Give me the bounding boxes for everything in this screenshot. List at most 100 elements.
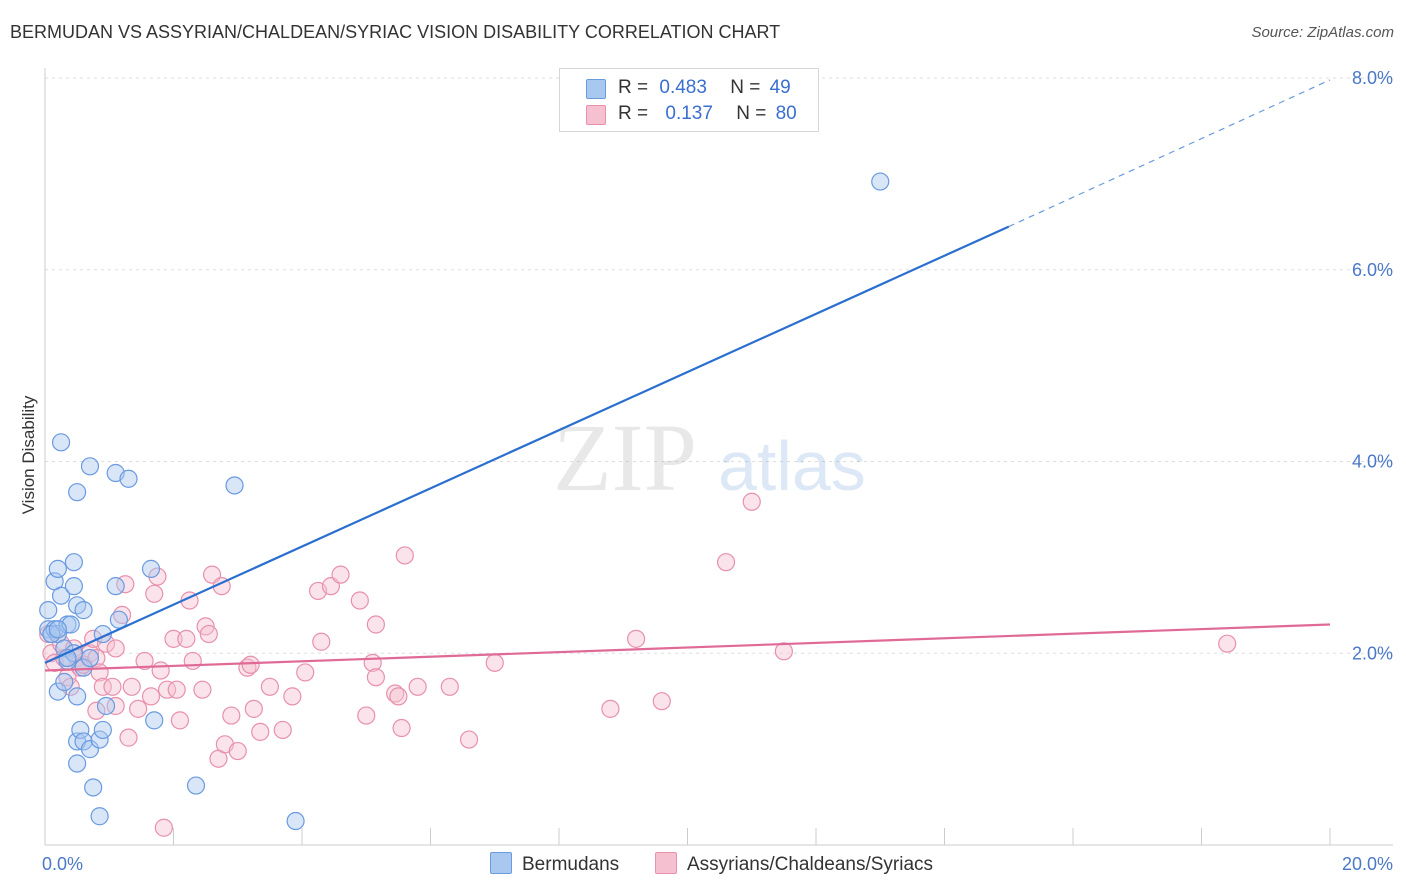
bermudan-point [84,778,103,797]
x-tick-label: 20.0% [1342,854,1393,874]
bottom-legend-bermudans: Bermudans [490,852,619,876]
bermudan-point [96,696,116,716]
bermudan-point [55,672,74,692]
bermudan-point [93,720,112,740]
assyrian-point [440,677,459,696]
assyrian-point [241,655,260,674]
assyrian-point [459,730,479,749]
bermudan-point [286,811,305,831]
bermudan-point [68,754,87,773]
assyrian-point [183,651,202,671]
legend-r-value: 0.483 [659,77,707,98]
bermudan-point [68,687,87,706]
bermudan-point [74,658,93,677]
assyrian-point [119,728,138,747]
bermudan-point [71,720,90,740]
assyrian-point [366,668,385,687]
assyrian-point [122,677,141,696]
watermark-atlas: atlas [718,427,866,505]
assyrian-point [193,680,212,699]
y-tick-label: 2.0% [1352,643,1393,663]
assyrian-point [93,677,112,696]
assyrian-point [389,687,408,706]
legend-n-label: N = [736,103,767,124]
bermudan-point [64,553,84,572]
y-tick-label: 6.0% [1352,260,1393,280]
assyrian-point [395,546,414,565]
assyrian-point [774,642,793,661]
assyrian-point [129,699,148,718]
bermudan-point [141,559,161,578]
assyrian-point [222,706,241,725]
bermudan-point [51,586,71,605]
chart-title: BERMUDAN VS ASSYRIAN/CHALDEAN/SYRIAC VIS… [10,22,781,42]
bermudan-point [90,730,109,749]
y-axis-title: Vision Disability [19,395,38,514]
bermudan-point [871,172,890,191]
assyrian-point [652,692,671,711]
assyrian-point [260,677,279,696]
assyrian-point [273,720,292,740]
assyrian-point [228,741,247,761]
source-credit: Source: ZipAtlas.com [1251,24,1394,41]
legend-n-value: 80 [775,103,797,124]
assyrian-point [199,624,218,644]
assyrian-points [39,492,1237,837]
legend: R = 0.483 N = 49 R = 0.137 N = 80 [559,68,819,132]
assyrian-point [106,696,125,716]
assyrian-point [392,718,411,738]
bermudan-point [106,577,125,596]
legend-r-label: R = [618,77,649,98]
y-tick-label: 8.0% [1352,68,1393,88]
assyrian-point [87,648,106,668]
bermudan-point [80,740,100,759]
legend-swatch-pink [586,105,606,125]
assyrian-point [312,632,331,651]
bermudan-point [68,483,87,502]
bermudan-point [225,476,244,495]
assyrian-point [87,701,106,720]
assyrian-point [244,699,263,718]
assyrian-point [145,584,164,603]
bermudan-point [48,620,67,639]
assyrian-point [151,661,170,680]
trend-lines [44,79,1331,672]
bermudan-point [74,601,93,620]
assyrian-point [350,591,369,610]
assyrian-point [1218,634,1237,653]
x-tick-label: 0.0% [42,854,83,874]
bermudan-point [80,457,100,476]
axes [44,68,1393,846]
assyrian-point [626,629,646,648]
watermark: ZIP atlas [553,404,866,511]
bottom-legend-swatch-pink [655,852,677,874]
bermudan-trend-extension [1008,79,1331,228]
assyrian-point [103,677,122,696]
legend-n-label: N = [730,77,761,98]
assyrian-point [141,687,161,706]
y-tick-labels: 2.0% 4.0% 6.0% 8.0% [1352,68,1393,663]
x-tick-labels: 0.0% 20.0% [42,854,1393,874]
assyrian-point [112,605,132,625]
assyrian-point [408,677,427,696]
bottom-legend-label: Bermudans [522,854,620,875]
assyrian-point [170,711,190,730]
assyrian-point [135,651,154,671]
assyrian-point [251,722,270,741]
bermudan-point [48,559,67,578]
bermudan-point [145,711,164,730]
assyrian-point [331,565,350,584]
bottom-legend-swatch-blue [490,852,512,874]
assyrian-point [386,684,405,703]
assyrian-point [283,687,302,706]
legend-r-label: R = [618,103,649,124]
assyrian-point [742,492,761,511]
bottom-legend-assyrians: Assyrians/Chaldeans/Syriacs [655,852,933,876]
assyrian-point [485,653,504,672]
bermudan-point [186,776,206,795]
assyrian-point [601,699,620,718]
bottom-legend-label: Assyrians/Chaldeans/Syriacs [687,854,934,875]
bermudan-point [90,807,109,826]
assyrian-point [357,706,376,725]
